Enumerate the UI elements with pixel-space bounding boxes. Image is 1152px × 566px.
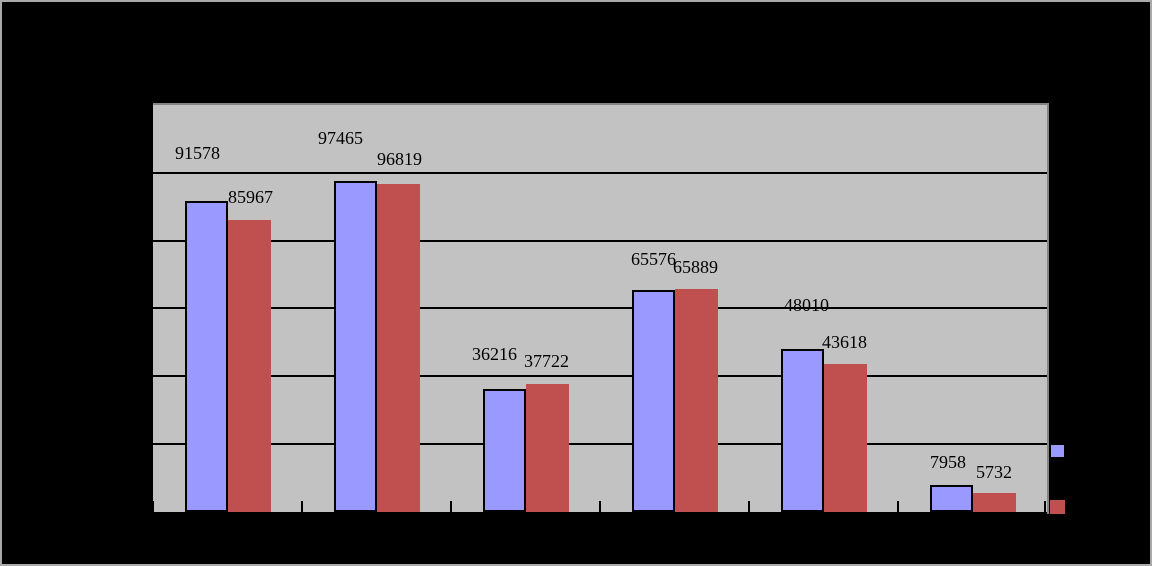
gridline-60000 bbox=[153, 307, 1047, 309]
gridline-40000 bbox=[153, 375, 1047, 377]
bar-series-1-group3 bbox=[483, 389, 526, 512]
bar-series-2-group3 bbox=[526, 384, 569, 512]
x-tick-3 bbox=[599, 501, 601, 512]
data-label-series-1-group3: 36216 bbox=[472, 344, 517, 364]
bar-series-2-group2 bbox=[377, 184, 420, 512]
x-tick-0 bbox=[152, 501, 154, 512]
data-label-series-2-group2: 96819 bbox=[377, 149, 422, 169]
bar-series-2-group5 bbox=[824, 364, 867, 512]
bar-series-1-group4 bbox=[632, 290, 675, 512]
bar-series-2-group6 bbox=[973, 493, 1016, 512]
plot-area bbox=[152, 103, 1049, 514]
bar-series-2-group4 bbox=[675, 289, 718, 512]
data-label-series-2-group1: 85967 bbox=[228, 187, 273, 207]
bar-series-1-group1 bbox=[185, 201, 228, 512]
legend-marker-series-1 bbox=[1051, 445, 1064, 457]
x-tick-1 bbox=[301, 501, 303, 512]
data-label-series-2-group6: 5732 bbox=[976, 462, 1012, 482]
bar-series-1-group6 bbox=[930, 485, 973, 512]
legend-marker-series-2 bbox=[1050, 500, 1065, 514]
data-label-series-1-group6: 7958 bbox=[930, 452, 966, 472]
data-label-series-2-group4: 65889 bbox=[673, 257, 718, 277]
data-label-series-1-group2: 97465 bbox=[318, 128, 363, 148]
bar-series-2-group1 bbox=[228, 220, 271, 512]
bar-series-1-group2 bbox=[334, 181, 377, 512]
data-label-series-1-group4: 65576 bbox=[631, 249, 676, 269]
x-tick-4 bbox=[748, 501, 750, 512]
gridline-80000 bbox=[153, 240, 1047, 242]
x-axis-line bbox=[153, 512, 1047, 514]
data-label-series-1-group1: 91578 bbox=[175, 143, 220, 163]
x-tick-6 bbox=[1044, 501, 1046, 512]
x-tick-5 bbox=[897, 501, 899, 512]
x-tick-2 bbox=[450, 501, 452, 512]
data-label-series-2-group3: 37722 bbox=[524, 351, 569, 371]
gridline-100000 bbox=[153, 172, 1047, 174]
bar-series-1-group5 bbox=[781, 349, 824, 512]
gridline-20000 bbox=[153, 443, 1047, 445]
data-label-series-2-group5: 43618 bbox=[822, 332, 867, 352]
data-label-series-1-group5: 48010 bbox=[784, 295, 829, 315]
